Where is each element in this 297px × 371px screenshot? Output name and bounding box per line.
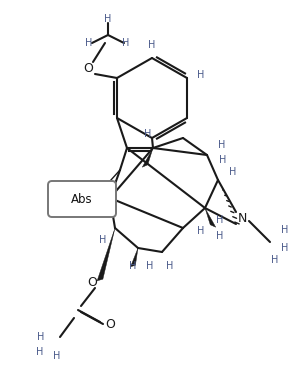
Text: Abs: Abs xyxy=(71,193,93,206)
Text: H: H xyxy=(129,261,137,271)
Text: H: H xyxy=(53,351,61,361)
Text: H: H xyxy=(281,243,289,253)
Text: H: H xyxy=(144,129,152,139)
Text: H: H xyxy=(148,40,156,50)
Text: H: H xyxy=(37,332,45,342)
Text: H: H xyxy=(166,261,174,271)
Polygon shape xyxy=(205,208,216,227)
Text: H: H xyxy=(197,226,205,236)
Polygon shape xyxy=(142,148,153,167)
Text: H: H xyxy=(216,231,224,241)
Text: H: H xyxy=(219,155,227,165)
Text: H: H xyxy=(146,261,154,271)
Text: H: H xyxy=(197,70,205,80)
Text: H: H xyxy=(281,225,289,235)
Text: H: H xyxy=(216,215,224,225)
Polygon shape xyxy=(131,248,138,267)
Polygon shape xyxy=(93,198,110,206)
Text: H: H xyxy=(36,347,44,357)
FancyBboxPatch shape xyxy=(48,181,116,217)
Text: H: H xyxy=(218,140,226,150)
Text: H: H xyxy=(122,38,130,48)
Text: H: H xyxy=(271,255,279,265)
Text: O: O xyxy=(83,62,93,75)
Polygon shape xyxy=(97,228,115,281)
Text: O: O xyxy=(87,276,97,289)
Text: H: H xyxy=(86,195,94,205)
Text: H: H xyxy=(85,38,93,48)
Text: H: H xyxy=(99,235,107,245)
Text: O: O xyxy=(105,318,115,331)
Text: H: H xyxy=(229,167,237,177)
Text: H: H xyxy=(104,14,112,24)
Text: N: N xyxy=(237,211,247,224)
